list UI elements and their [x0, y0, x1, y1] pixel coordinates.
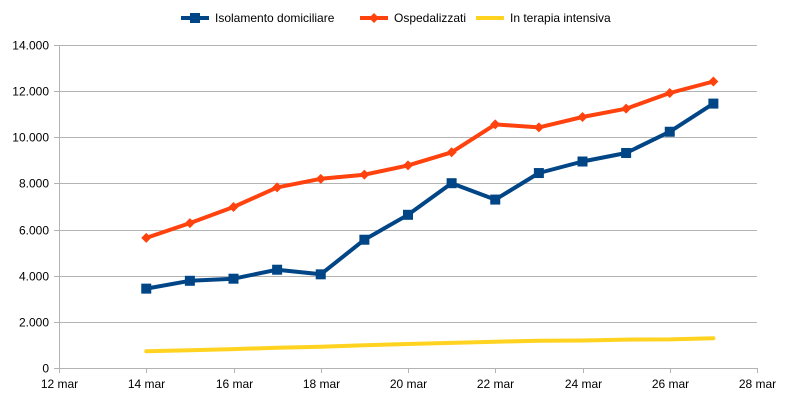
- axes: [59, 45, 758, 373]
- data-point-square: [446, 178, 457, 189]
- data-point-diamond: [708, 76, 719, 87]
- data-point-square: [577, 156, 588, 167]
- data-point-square: [708, 98, 719, 109]
- series-line-1: [144, 101, 716, 291]
- data-point-square: [315, 269, 326, 280]
- legend-label: In terapia intensiva: [510, 11, 611, 25]
- data-point-square: [403, 209, 413, 220]
- data-point-diamond: [533, 122, 544, 133]
- x-tick-labels: 12 mar 14 mar 16 mar 18 mar 20 mar 22 mar 24 m…: [41, 377, 776, 391]
- y-tick-label: 2.000: [19, 316, 49, 330]
- data-point-diamond: [664, 87, 675, 98]
- y-tick-label: 6.000: [19, 224, 49, 238]
- data-point-diamond: [490, 119, 501, 130]
- x-tick-label: 16 mar: [216, 377, 253, 391]
- data-point-square: [272, 264, 283, 275]
- data-point-square: [184, 275, 195, 286]
- data-point-diamond: [577, 111, 588, 122]
- legend-label: Ospedalizzati: [394, 11, 466, 25]
- data-point-diamond: [228, 201, 239, 212]
- legend-marker-square: [190, 13, 200, 23]
- x-tick-label: 14 mar: [128, 377, 165, 391]
- y-tick-label: 8.000: [19, 177, 49, 191]
- data-point-square: [664, 126, 675, 137]
- legend-label: Isolamento domiciliare: [215, 11, 335, 25]
- x-tick-label: 26 mar: [652, 377, 689, 391]
- x-tick-label: 28 mar: [739, 377, 776, 391]
- x-tick-label: 18 mar: [303, 377, 340, 391]
- data-point-diamond: [184, 218, 195, 229]
- legend: Isolamento domiciliare Ospedalizzati In te…: [181, 11, 611, 25]
- data-point-diamond: [621, 103, 632, 114]
- data-point-square: [141, 283, 152, 294]
- y-tick-label: 14.000: [12, 39, 49, 53]
- data-point-square: [490, 194, 501, 205]
- x-tick-label: 20 mar: [390, 377, 427, 391]
- series-line-2: [144, 79, 716, 240]
- data-point-square: [533, 168, 544, 179]
- data-point-square: [359, 234, 370, 245]
- x-tick-label: 12 mar: [41, 377, 78, 391]
- data-point-square: [621, 147, 632, 158]
- data-point-diamond: [446, 147, 457, 158]
- series-line-3: [144, 336, 716, 354]
- data-point-diamond: [403, 160, 413, 171]
- x-tick-label: 22 mar: [477, 377, 514, 391]
- data-point-diamond: [315, 173, 326, 184]
- y-tick-labels: 0 2.000 4.000 6.000 8.000 10.000 12.000 14.000: [12, 39, 49, 376]
- data-point-diamond: [272, 182, 283, 193]
- data-point-square: [228, 273, 239, 284]
- y-tick-label: 12.000: [12, 85, 49, 99]
- y-tick-label: 4.000: [19, 270, 49, 284]
- x-tick-label: 24 mar: [565, 377, 602, 391]
- y-tick-label: 0: [42, 362, 49, 376]
- data-point-diamond: [359, 169, 370, 180]
- series-group: [141, 76, 719, 354]
- grid-lines: [54, 45, 757, 369]
- data-point-diamond: [141, 232, 152, 243]
- y-tick-label: 10.000: [12, 131, 49, 145]
- legend-marker-diamond: [369, 13, 379, 23]
